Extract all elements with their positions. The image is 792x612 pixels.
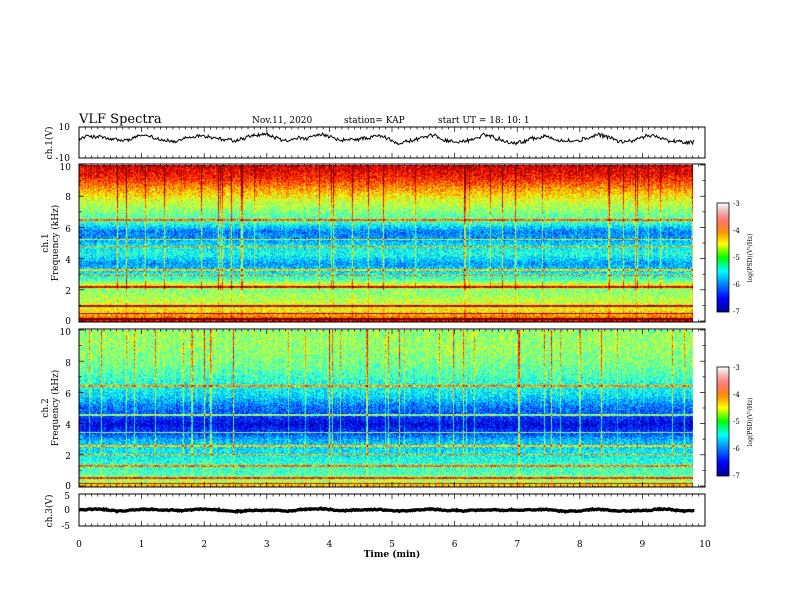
time-tick-label: 7 <box>514 540 520 550</box>
ch1-ytick-4: 4 <box>65 256 71 266</box>
ch1-cb-tick-4: -4 <box>733 227 740 235</box>
ch1-ytick-top: 10 <box>59 123 71 133</box>
time-tick-label: 10 <box>699 540 711 550</box>
time-tick-label: 0 <box>76 540 82 550</box>
ch2-ytick-0: 0 <box>65 482 71 492</box>
date-label: Nov.11, 2020 <box>252 116 313 126</box>
ch3-trace <box>78 506 695 515</box>
time-axis: 0 1 2 3 4 5 6 7 8 9 10 <box>76 540 711 550</box>
ch1-colorbar: -3 -4 -5 -6 -7 log(PSD)(V²/Hz) <box>716 200 754 316</box>
ch2-spectrogram-image <box>79 330 693 487</box>
ch1-ytick-0: 0 <box>65 317 71 327</box>
ch1-cb-tick-7: -7 <box>733 308 740 316</box>
ch1-ytick-10: 10 <box>60 163 72 173</box>
ch1-spectrogram-panel: 0 2 4 6 8 10 ch.1 Frequency (kHz) <box>41 163 706 327</box>
ch2-ytick-8: 8 <box>65 359 71 369</box>
time-tick-label: 2 <box>201 540 207 550</box>
ch2-cb-tick-5: -5 <box>733 418 740 426</box>
ch2-ylabel-channel: ch.2 <box>41 398 51 417</box>
ch1-panel: 10 -10 ch.1(V) <box>44 123 706 164</box>
ch1-cb-tick-5: -5 <box>733 254 740 262</box>
ch1-ytick-8: 8 <box>65 193 71 203</box>
station-label: station= KAP <box>344 116 405 126</box>
time-tick-label: 1 <box>139 540 145 550</box>
ch3-panel: 5 0 -5 ch.3(V) <box>44 492 706 532</box>
ch2-cb-tick-4: -4 <box>733 391 740 399</box>
time-axis-label: Time (min) <box>364 549 421 560</box>
ch3-ytick-mid: 0 <box>64 506 70 516</box>
ch1-ylabel: ch.1(V) <box>44 127 55 160</box>
ch2-ytick-2: 2 <box>65 452 71 462</box>
ch2-spectrogram-panel: 0 2 4 6 8 10 ch.2 Frequency (kHz) <box>41 328 706 492</box>
ch2-ytick-4: 4 <box>65 421 71 431</box>
figure-title: VLF Spectra <box>78 112 162 127</box>
ch3-ytick-bottom: -5 <box>61 522 70 532</box>
ch1-ytick-2: 2 <box>65 287 71 297</box>
time-tick-label: 4 <box>327 540 333 550</box>
ch1-trace <box>78 131 695 146</box>
start-time-label: start UT = 18: 10: 1 <box>438 116 530 126</box>
ch3-ylabel: ch.3(V) <box>44 495 55 528</box>
ch2-ylabel-frequency: Frequency (kHz) <box>50 370 61 447</box>
time-tick-label: 6 <box>452 540 458 550</box>
ch2-colorbar-frame <box>716 366 730 477</box>
ch2-ytick-10: 10 <box>60 328 72 338</box>
ch1-cb-tick-3: -3 <box>733 200 740 208</box>
ch2-cb-tick-7: -7 <box>733 472 740 480</box>
ch1-spectrogram-image <box>79 165 693 322</box>
ch2-cb-tick-3: -3 <box>733 364 740 372</box>
time-tick-label: 3 <box>264 540 270 550</box>
ch2-colorbar: -3 -4 -5 -6 -7 log(PSD)(V²/Hz) <box>716 364 754 480</box>
time-tick-label: 8 <box>577 540 583 550</box>
ch1-ytick-bottom: -10 <box>56 154 71 164</box>
ch1-ylabel-frequency: Frequency (kHz) <box>50 205 61 282</box>
ch1-colorbar-frame <box>716 202 730 313</box>
ch1-ytick-6: 6 <box>65 225 71 235</box>
ch1-colorbar-label: log(PSD)(V²/Hz) <box>747 234 754 283</box>
ch2-ytick-6: 6 <box>65 390 71 400</box>
ch1-ylabel-channel: ch.1 <box>41 233 51 252</box>
ch2-cb-tick-6: -6 <box>733 445 740 453</box>
ch1-cb-tick-6: -6 <box>733 281 740 289</box>
time-tick-label: 5 <box>389 540 395 550</box>
time-tick-label: 9 <box>640 540 646 550</box>
ch3-ytick-top: 5 <box>64 492 70 502</box>
ch2-colorbar-label: log(PSD)(V²/Hz) <box>747 398 754 447</box>
